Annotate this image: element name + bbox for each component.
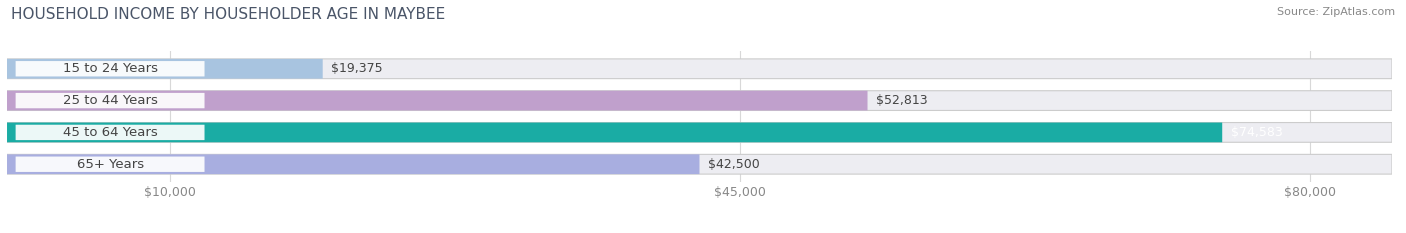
FancyBboxPatch shape: [7, 59, 1392, 79]
FancyBboxPatch shape: [7, 154, 700, 174]
FancyBboxPatch shape: [7, 91, 868, 110]
FancyBboxPatch shape: [7, 154, 1392, 174]
Text: HOUSEHOLD INCOME BY HOUSEHOLDER AGE IN MAYBEE: HOUSEHOLD INCOME BY HOUSEHOLDER AGE IN M…: [11, 7, 446, 22]
Text: $19,375: $19,375: [330, 62, 382, 75]
FancyBboxPatch shape: [7, 123, 1392, 142]
Text: 65+ Years: 65+ Years: [76, 158, 143, 171]
Text: $74,583: $74,583: [1230, 126, 1282, 139]
FancyBboxPatch shape: [15, 93, 204, 108]
FancyBboxPatch shape: [7, 59, 323, 79]
FancyBboxPatch shape: [15, 125, 204, 140]
Text: 45 to 64 Years: 45 to 64 Years: [63, 126, 157, 139]
Text: 25 to 44 Years: 25 to 44 Years: [63, 94, 157, 107]
FancyBboxPatch shape: [15, 157, 204, 172]
Text: $42,500: $42,500: [707, 158, 759, 171]
FancyBboxPatch shape: [7, 91, 1392, 110]
Text: Source: ZipAtlas.com: Source: ZipAtlas.com: [1277, 7, 1395, 17]
Text: 15 to 24 Years: 15 to 24 Years: [63, 62, 157, 75]
FancyBboxPatch shape: [7, 123, 1222, 142]
Text: $52,813: $52,813: [876, 94, 928, 107]
FancyBboxPatch shape: [15, 61, 204, 76]
